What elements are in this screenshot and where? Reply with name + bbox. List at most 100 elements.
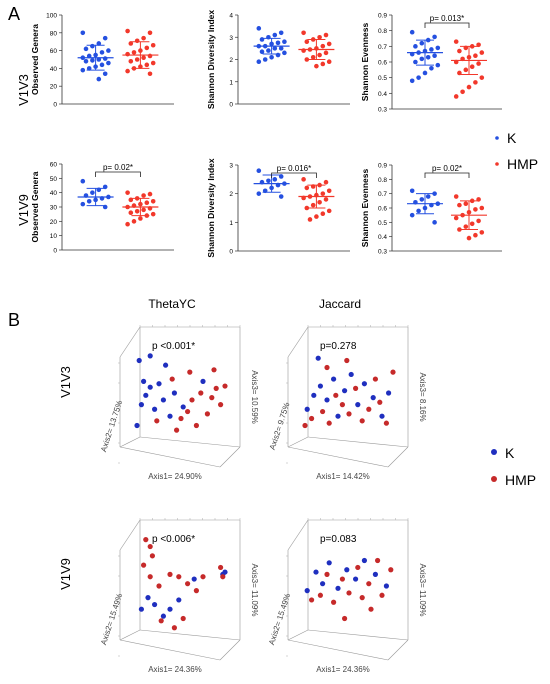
data-point [479,50,485,55]
axis1-label: Axis1= 14.42% [316,472,370,481]
y-tick-label: 20 [50,219,58,226]
data-point [128,210,134,216]
p-value-label: p= 0.013* [430,14,464,23]
data-point [339,402,345,408]
ordination-plot: p=0.083 Axis1= 24.36% Axis2= 15.49% Axis3= … [267,518,427,674]
box-edge [119,326,141,358]
data-point [326,208,332,214]
dot-plot: 0.3 0.4 0.5 0.6 0.7 0.8 0.9 Shannon Evenness p= … [360,163,502,256]
data-point [125,51,130,57]
box-edge [287,519,309,551]
data-point [324,571,330,578]
data-point [150,198,156,204]
data-point [419,40,425,46]
y-tick-label: 0.3 [378,107,387,114]
data-point [160,397,166,403]
ordination-plot: p <0.006* Axis1= 24.36% Axis2= 15.49% Axis3… [99,518,259,674]
data-point [339,576,345,582]
data-point [80,201,86,207]
box-edge [287,446,389,468]
data-point [185,408,191,415]
dot-plot: 0 1 2 3 4 Shannon Diversity Index [206,10,350,109]
data-point [144,62,150,68]
data-point [346,590,352,596]
box-edge [387,639,409,661]
data-point [379,413,385,419]
data-point [476,218,481,224]
data-point [269,54,274,60]
p-value-label: p <0.001* [152,341,195,352]
p-value-label: p= 0.016* [277,164,311,173]
legend-panel-a: K HMP [495,130,538,172]
data-point [355,564,361,571]
data-point [355,402,361,408]
data-point [315,355,321,361]
data-point [178,415,184,422]
data-point [191,576,197,582]
data-point [278,30,284,36]
axis3-label: Axis3= 11.09% [250,564,259,617]
legend-k-label: K [507,130,517,146]
ordination-header-thetayc: ThetaYC [148,297,196,311]
data-point [359,595,365,601]
box-edge [219,639,241,661]
data-point [469,221,475,227]
axis3-label: Axis3= 8.16% [418,372,427,421]
y-tick-label: 100 [46,13,57,20]
data-point [361,381,367,387]
data-point [317,52,322,58]
data-point [314,214,319,219]
data-point [193,588,199,594]
data-point [147,574,153,580]
data-point [323,32,329,38]
data-point [348,371,354,378]
data-point [425,55,431,60]
y-tick-label: 0 [53,102,57,109]
data-point [413,44,418,49]
data-point [323,197,329,202]
data-point [386,390,392,396]
data-point [138,402,144,408]
box-edge [287,326,309,358]
data-point [256,168,262,174]
data-point [466,84,472,90]
y-tick-label: 80 [50,30,58,37]
y-tick-label: 3 [229,163,233,170]
data-point [323,179,329,185]
data-point [90,58,95,63]
data-point [167,571,173,578]
data-point [320,191,326,196]
row-label-v1v9-b: V1V9 [58,558,73,590]
data-point [185,581,191,587]
data-point [160,613,166,619]
data-point [301,177,306,182]
data-point [80,67,86,73]
data-point [167,413,173,419]
y-axis-label: Observed Genera [30,24,40,95]
data-point [301,30,306,36]
data-point [317,34,322,40]
y-axis-label: Observed Genera [30,171,40,242]
data-point [131,50,137,55]
data-point [141,193,146,198]
dot-plot: 0 20 40 60 80 100 Observed Genera [30,13,174,109]
data-point [324,364,330,371]
data-point [383,420,389,426]
data-point [429,47,434,52]
box-edge [119,639,221,661]
data-point [326,560,332,566]
data-point [218,564,224,571]
data-point [83,46,89,52]
data-point [150,211,156,217]
data-point [144,45,150,51]
data-point [134,422,140,429]
data-point [150,60,156,66]
data-point [344,357,350,364]
data-point [163,362,169,368]
data-point [320,408,326,415]
data-point [134,209,140,214]
data-point [390,369,396,375]
data-point [383,583,389,589]
data-point [176,597,182,603]
data-point [125,221,130,227]
